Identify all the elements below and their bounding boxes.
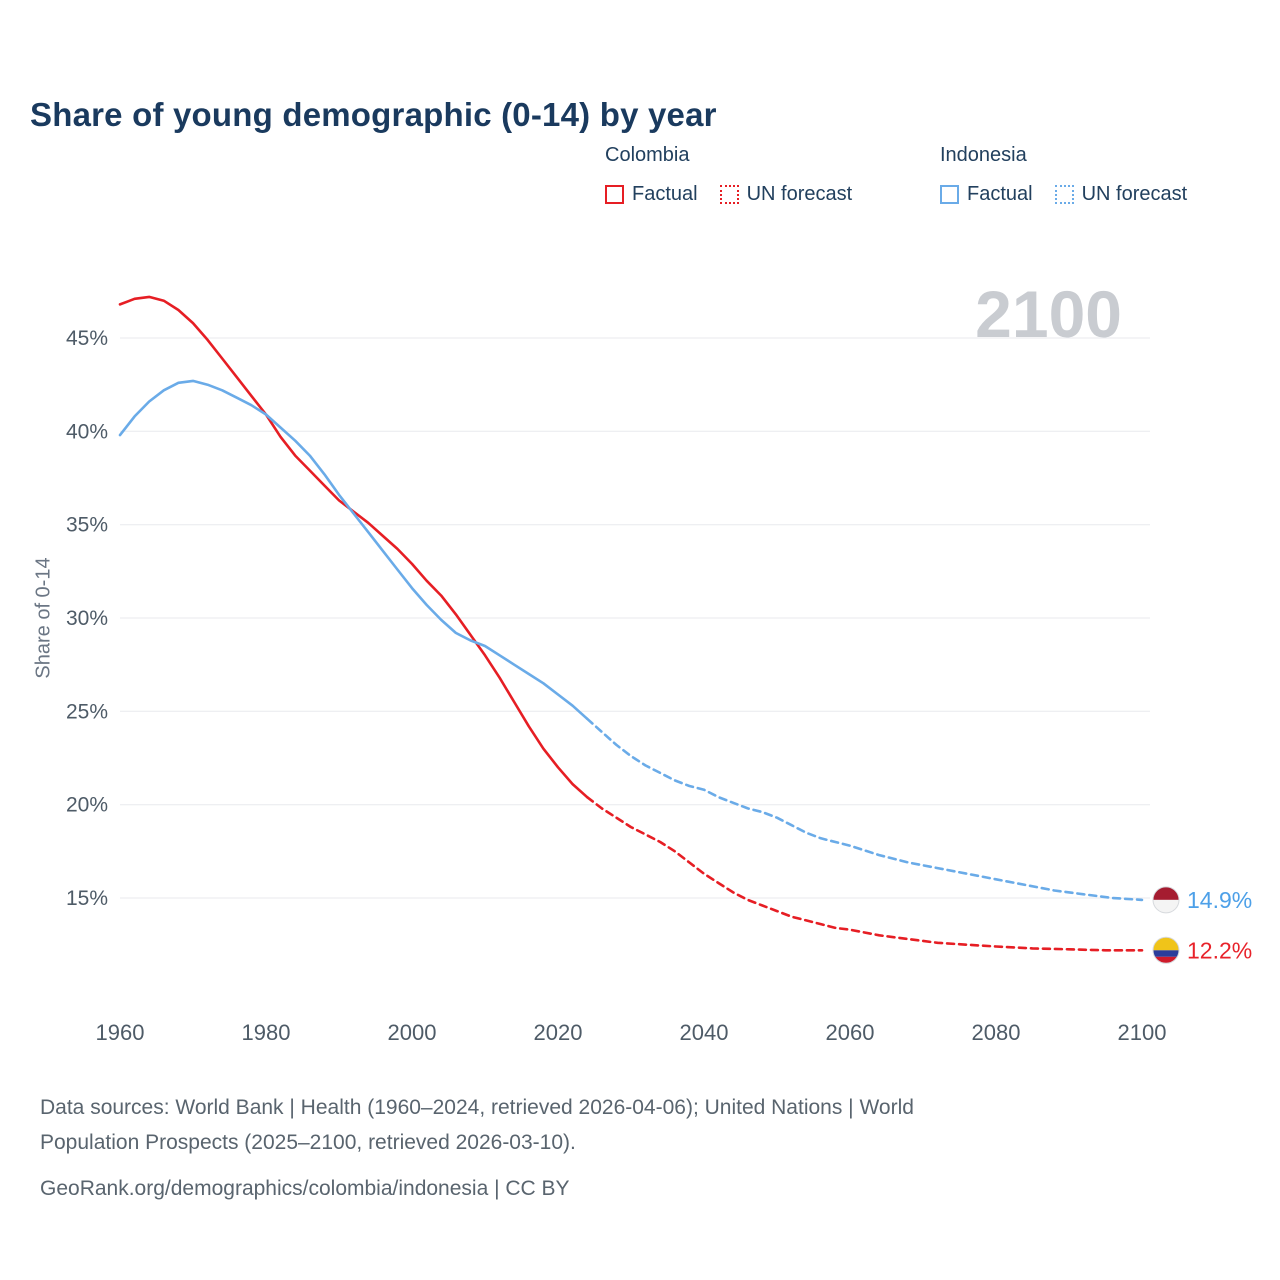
x-tick-label: 2060: [826, 1020, 875, 1045]
colombia-flag-stripe: [1153, 937, 1179, 951]
series-colombia-factual: [118, 295, 589, 799]
colombia-forecast-swatch[interactable]: [719, 185, 739, 204]
page-title: Share of young demographic (0-14) by yea…: [30, 96, 717, 134]
y-tick-label: 45%: [66, 327, 108, 350]
indonesia-forecast-swatch[interactable]: [1054, 185, 1074, 204]
colombia-forecast-label[interactable]: UN forecast: [746, 183, 853, 205]
footer-attribution: GeoRank.org/demographics/colombia/indone…: [40, 1177, 570, 1200]
colombia-flag-icon: [1152, 936, 1180, 964]
y-axis-title: Share of 0-14: [32, 557, 55, 679]
x-tick-label: 2020: [534, 1020, 583, 1045]
footer-line: Population Prospects (2025–2100, retriev…: [40, 1131, 576, 1154]
y-tick-label: 25%: [66, 700, 108, 723]
end-value-indonesia: 14.9%: [1187, 887, 1252, 913]
series-colombia-un-forecast: [585, 795, 1144, 952]
legend-country-indonesia: Indonesia: [940, 144, 1027, 166]
colombia-flag-stripe: [1153, 950, 1179, 957]
series-indonesia-un-forecast: [585, 717, 1144, 902]
indonesia-forecast-label[interactable]: UN forecast: [1081, 183, 1188, 205]
colombia-factual-swatch[interactable]: [605, 185, 624, 204]
x-tick-label: 1980: [242, 1020, 291, 1045]
colombia-flag-stripe: [1153, 956, 1179, 964]
indonesia-flag-stripe: [1153, 886, 1179, 900]
indonesia-flag-stripe: [1153, 899, 1179, 913]
x-tick-label: 2080: [972, 1020, 1021, 1045]
indonesia-flag-icon: [1152, 886, 1180, 914]
y-tick-label: 30%: [66, 607, 108, 630]
legend-group-colombia: Colombia Factual UN forecast: [605, 144, 874, 206]
y-tick-label: 35%: [66, 514, 108, 537]
x-tick-label: 2100: [1118, 1020, 1167, 1045]
indonesia-factual-swatch[interactable]: [940, 185, 959, 204]
end-value-colombia: 12.2%: [1187, 937, 1252, 963]
x-tick-label: 2000: [388, 1020, 437, 1045]
y-tick-label: 20%: [66, 794, 108, 817]
y-tick-label: 40%: [66, 420, 108, 443]
footer-line: Data sources: World Bank | Health (1960–…: [40, 1096, 914, 1119]
watermark-year: 2100: [975, 277, 1122, 351]
y-tick-label: 15%: [66, 887, 108, 910]
series-indonesia-factual: [118, 379, 589, 721]
legend-group-indonesia: Indonesia Factual UN forecast: [940, 144, 1209, 206]
x-tick-label: 1960: [96, 1020, 145, 1045]
colombia-factual-label[interactable]: Factual: [632, 183, 698, 205]
x-tick-label: 2040: [680, 1020, 729, 1045]
legend-country-colombia: Colombia: [605, 144, 690, 166]
indonesia-factual-label[interactable]: Factual: [967, 183, 1033, 205]
data-sources-footer: Data sources: World Bank | Health (1960–…: [40, 1090, 914, 1206]
